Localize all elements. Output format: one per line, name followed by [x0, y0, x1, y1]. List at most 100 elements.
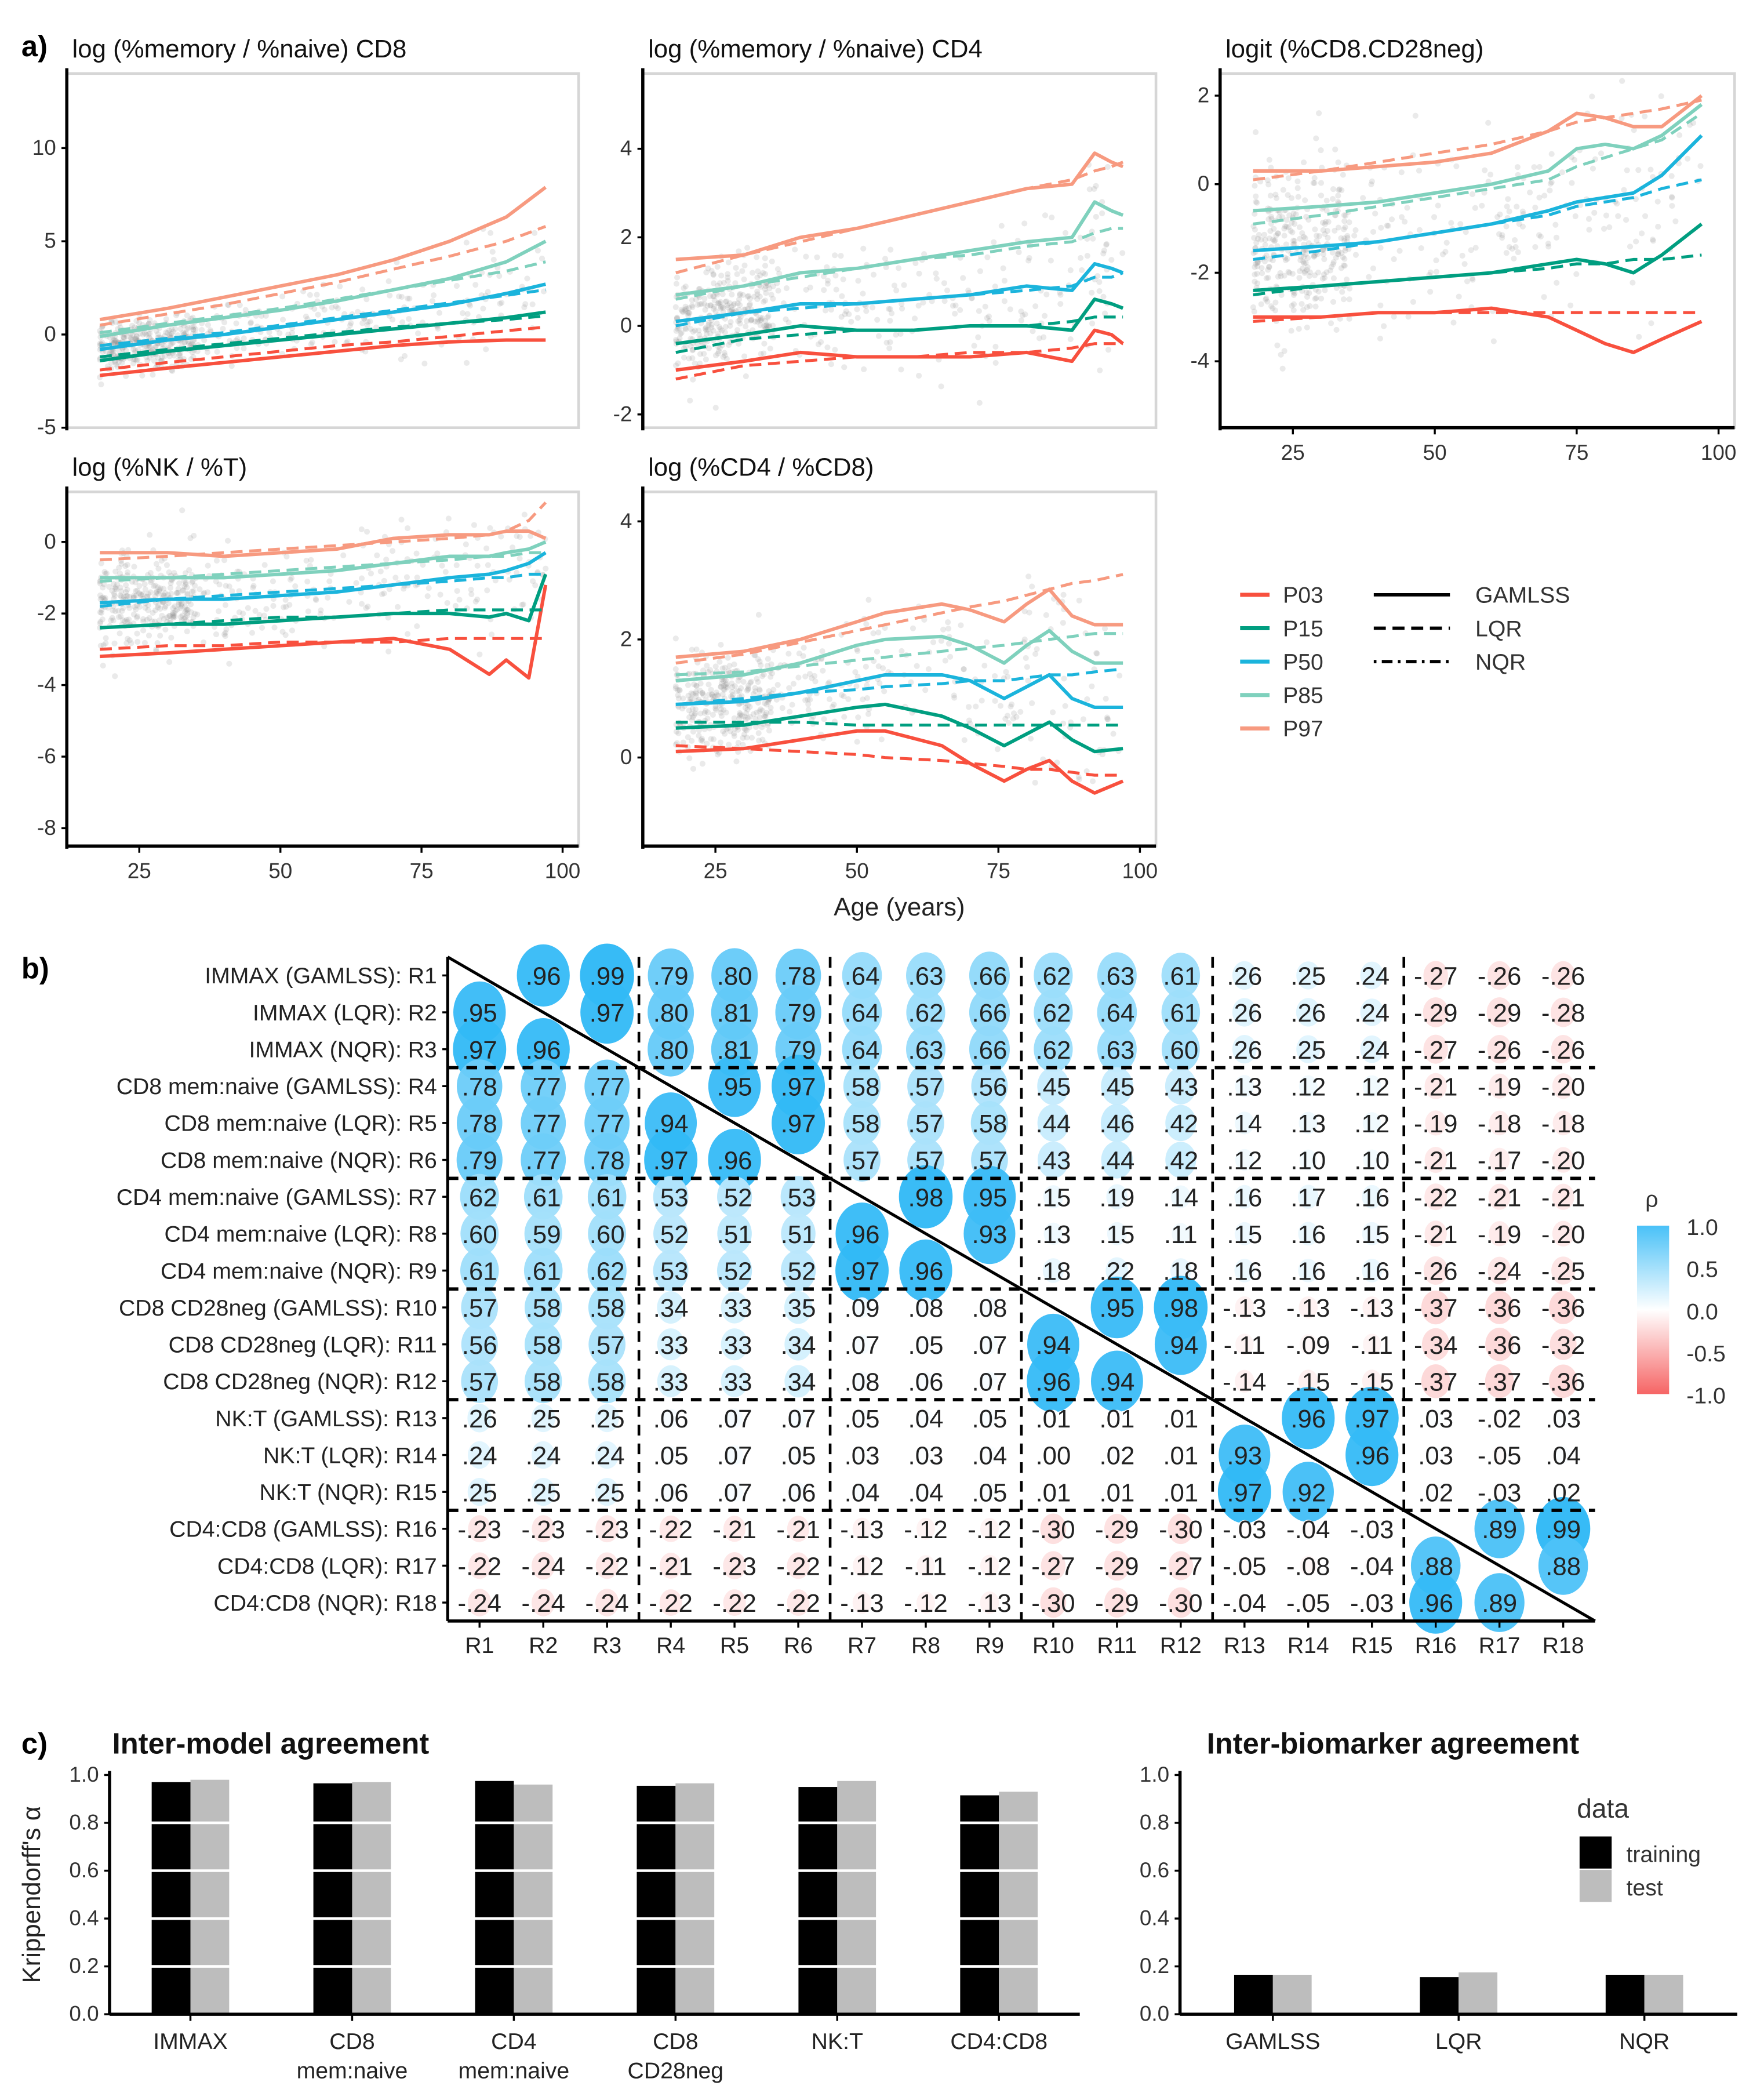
data-point: [1623, 217, 1630, 223]
data-point: [1013, 714, 1020, 720]
cell-marker: [1485, 1327, 1514, 1361]
cell-value: .63: [908, 962, 944, 991]
data-point: [1263, 252, 1270, 259]
cell-value: .42: [1163, 1147, 1198, 1175]
data-point: [114, 581, 121, 587]
data-point: [1252, 278, 1258, 285]
data-point: [337, 283, 343, 290]
data-point: [347, 322, 354, 329]
data-point: [1263, 275, 1270, 282]
data-point: [1083, 768, 1090, 775]
data-point: [762, 263, 769, 269]
data-point: [1030, 328, 1036, 335]
cell-marker: [1489, 1221, 1511, 1247]
data-point: [1296, 275, 1303, 281]
data-point: [308, 557, 314, 563]
data-point: [704, 715, 711, 722]
col-label: R11: [1097, 1633, 1137, 1658]
data-point: [1344, 232, 1351, 239]
data-point: [1313, 135, 1319, 141]
data-point: [398, 293, 405, 300]
data-point: [121, 335, 128, 341]
line-p85-lqr: [100, 551, 546, 583]
data-point: [756, 708, 763, 714]
data-point: [363, 296, 370, 303]
data-point: [223, 626, 230, 633]
data-point: [134, 602, 140, 609]
data-point: [951, 695, 958, 701]
data-point: [1668, 173, 1675, 179]
data-point: [714, 264, 721, 270]
data-point: [912, 260, 919, 266]
data-point: [1018, 308, 1024, 315]
legend-label: LQR: [1475, 616, 1522, 641]
data-point: [712, 405, 719, 411]
data-point: [110, 341, 117, 347]
legend-tick-label: -0.5: [1686, 1342, 1726, 1367]
cell-marker: [456, 1096, 503, 1150]
data-point: [1271, 226, 1277, 232]
data-point: [136, 583, 143, 589]
data-point: [689, 706, 696, 712]
cell-marker: [1362, 1222, 1382, 1245]
cell-marker: [1034, 989, 1073, 1036]
cell-value: .58: [972, 1110, 1008, 1138]
data-point: [755, 679, 761, 685]
data-point: [170, 610, 176, 616]
cell-value: .14: [1163, 1183, 1198, 1212]
data-point: [770, 296, 776, 302]
cell-value: .78: [462, 1073, 497, 1101]
cell-marker: [659, 1589, 682, 1616]
data-point: [759, 673, 766, 680]
data-point: [1482, 167, 1488, 173]
data-point: [140, 591, 146, 597]
data-point: [922, 687, 929, 693]
data-point: [750, 270, 756, 276]
cell-value: -.20: [1541, 1147, 1585, 1175]
data-point: [312, 595, 319, 602]
data-point: [854, 315, 861, 321]
data-point: [694, 301, 701, 308]
data-point: [485, 562, 491, 568]
cell-value: .16: [1227, 1183, 1262, 1212]
data-point: [762, 714, 769, 720]
data-point: [722, 329, 728, 336]
data-point: [992, 359, 999, 366]
data-point: [259, 624, 265, 631]
data-point: [828, 307, 834, 313]
data-point: [755, 730, 762, 736]
data-point: [897, 330, 904, 337]
data-point: [1252, 129, 1259, 136]
data-point: [194, 611, 201, 617]
data-point: [1270, 305, 1276, 311]
data-point: [1103, 696, 1109, 702]
cell-marker: [1165, 1067, 1196, 1105]
data-point: [1636, 333, 1642, 340]
data-point: [326, 578, 333, 584]
cell-value: .97: [781, 1110, 816, 1138]
data-point: [696, 727, 702, 733]
data-point: [98, 381, 104, 388]
cell-value: .03: [845, 1442, 880, 1470]
data-point: [1633, 238, 1639, 245]
data-point: [725, 271, 731, 277]
data-point: [729, 680, 735, 686]
cell-marker: [595, 1589, 619, 1616]
data-point: [1642, 113, 1648, 119]
data-point: [973, 703, 979, 710]
cell-marker: [981, 1483, 998, 1502]
data-point: [1443, 239, 1450, 246]
data-point: [263, 313, 269, 319]
data-point: [893, 287, 900, 294]
data-point: [154, 640, 161, 646]
cell-value: -.22: [1414, 1183, 1457, 1212]
data-point: [157, 585, 163, 591]
cell-value: .16: [1227, 1258, 1262, 1286]
data-point: [1041, 313, 1048, 319]
data-point: [1280, 187, 1286, 193]
cell-value: -.37: [1414, 1368, 1457, 1396]
data-point: [716, 280, 723, 286]
data-point: [1606, 224, 1613, 230]
cell-marker: [1555, 1409, 1571, 1427]
line-p50-lqr: [675, 667, 1123, 706]
